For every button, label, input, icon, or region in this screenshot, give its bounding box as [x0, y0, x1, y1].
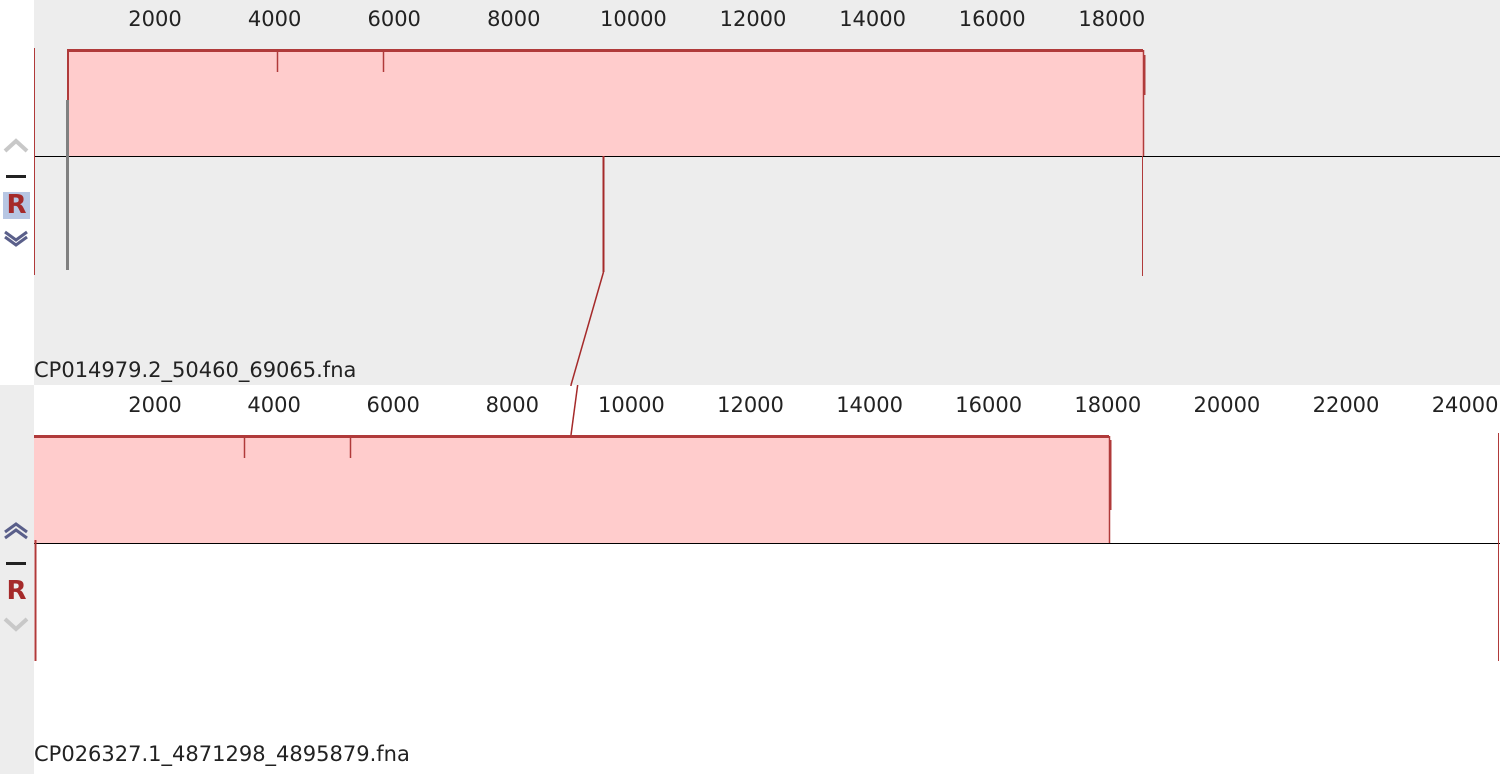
move-up-button[interactable]	[0, 520, 34, 542]
lcb-block[interactable]	[34, 436, 1109, 543]
ruler-tick-label: 18000	[1074, 393, 1141, 417]
ruler-tick-label: 22000	[1313, 393, 1380, 417]
alignment-view[interactable]: 2000 4000 6000 8000 10000 12000 14000 16000 1800…	[34, 0, 1500, 386]
ruler-tick-label: 8000	[487, 7, 540, 31]
chevron-up-icon	[3, 138, 29, 153]
sequence-name: CP014979.2_50460_69065.fna	[34, 358, 357, 382]
ruler-tick-label: 8000	[486, 393, 539, 417]
ruler-tick-label: 12000	[717, 393, 784, 417]
ruler-tick-label: 6000	[367, 7, 420, 31]
genome-track-1: R 2000 4000 6000 8000 10000 12000 14000 16000 18…	[0, 0, 1500, 386]
ruler-tick-label: 14000	[836, 393, 903, 417]
ruler-tick-label: 24000	[1432, 393, 1499, 417]
ruler-tick-label: 10000	[598, 393, 665, 417]
ruler-tick-label: 10000	[600, 7, 667, 31]
ruler-tick-label: 2000	[128, 7, 181, 31]
hide-track-button[interactable]	[6, 562, 26, 565]
sequence-name: CP026327.1_4871298_4895879.fna	[34, 742, 410, 766]
move-up-button[interactable]	[0, 134, 34, 156]
move-down-button[interactable]	[0, 613, 34, 635]
ruler-tick-label: 4000	[248, 7, 301, 31]
ruler-tick-label: 6000	[366, 393, 419, 417]
track-canvas[interactable]: 2000 4000 6000 8000 10000 12000 14000 16000 1800…	[34, 374, 1500, 774]
ruler-tick-label: 2000	[128, 393, 181, 417]
track-controls: R	[0, 0, 34, 385]
ruler-tick-label: 20000	[1193, 393, 1260, 417]
move-down-button[interactable]	[0, 226, 34, 250]
ruler-tick-label: 4000	[247, 393, 300, 417]
ruler: 2000 4000 6000 8000 10000 12000 14000 16000 1800…	[128, 7, 1145, 31]
chevron-up-icon	[4, 522, 28, 540]
lcb-block[interactable]	[67, 50, 1143, 156]
reverse-complement-button[interactable]: R	[6, 576, 27, 606]
alignment-view[interactable]: 2000 4000 6000 8000 10000 12000 14000 16000 1800…	[34, 374, 1500, 774]
chevron-down-icon	[4, 230, 28, 247]
reverse-complement-button[interactable]: R	[3, 192, 30, 219]
ruler-tick-label: 16000	[955, 393, 1022, 417]
ruler-tick-label: 12000	[720, 7, 787, 31]
track-canvas[interactable]: 2000 4000 6000 8000 10000 12000 14000 16000 1800…	[34, 0, 1500, 386]
ruler-tick-label: 18000	[1078, 7, 1145, 31]
ruler-tick-label: 16000	[959, 7, 1026, 31]
genome-track-2: R 2000 4000 6000 8000 10000 12000 14000 16000 18…	[0, 374, 1500, 774]
ruler: 2000 4000 6000 8000 10000 12000 14000 16000 1800…	[128, 393, 1498, 417]
hide-track-button[interactable]	[6, 175, 26, 178]
chevron-down-icon	[3, 617, 29, 632]
ruler-tick-label: 14000	[839, 7, 906, 31]
track-controls: R	[0, 385, 34, 774]
